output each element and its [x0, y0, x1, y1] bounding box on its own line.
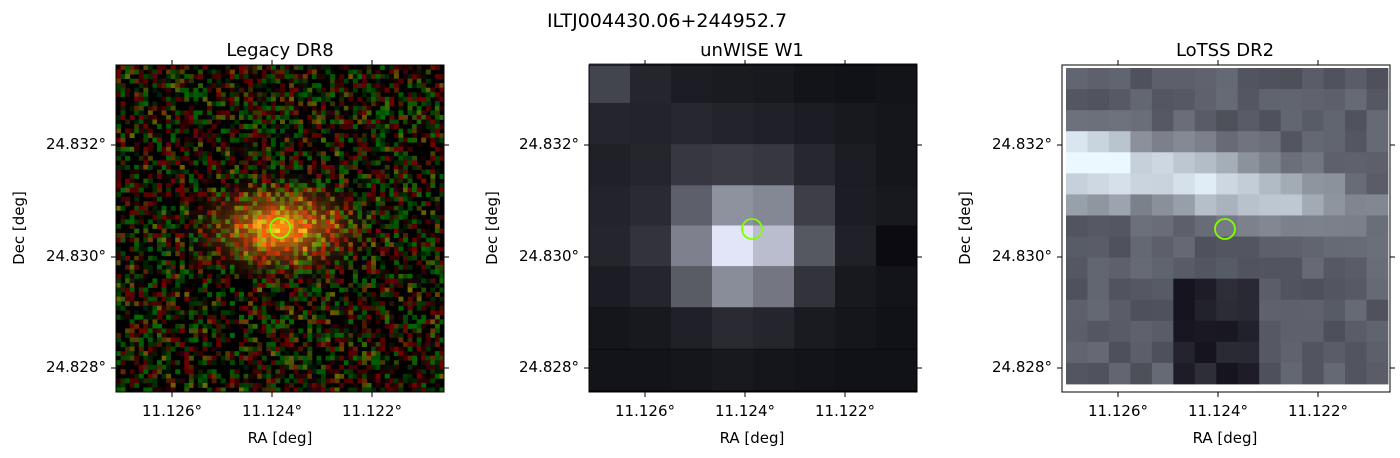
x-tick-label: 11.124°: [242, 402, 302, 420]
x-axis-label: RA [deg]: [248, 429, 313, 447]
panel-legacy-dr8: Legacy DR8 11.126° 11.124° 11.122° 24.83…: [10, 40, 449, 447]
x-tick-label: 11.124°: [715, 402, 775, 420]
y-axis-label: Dec [deg]: [10, 191, 28, 265]
axes-frame: [1061, 64, 1391, 393]
axes-frame: [588, 64, 918, 393]
x-axis-label: RA [deg]: [1193, 429, 1258, 447]
figure-suptitle: ILTJ004430.06+244952.7: [547, 10, 787, 32]
source-marker: [741, 218, 763, 240]
x-tick-label: 11.126°: [615, 402, 675, 420]
x-axis-label: RA [deg]: [720, 429, 785, 447]
x-tick-label: 11.124°: [1188, 402, 1248, 420]
source-marker: [1214, 218, 1236, 240]
y-axis-label: Dec [deg]: [483, 191, 501, 265]
y-tick-label: 24.832°: [992, 135, 1052, 153]
y-tick-label: 24.832°: [519, 135, 579, 153]
x-tick-label: 11.122°: [1288, 402, 1348, 420]
lotss-image: [1066, 68, 1389, 385]
panel-title: LoTSS DR2: [1176, 40, 1274, 61]
y-tick-label: 24.832°: [46, 135, 106, 153]
x-tick-label: 11.122°: [815, 402, 875, 420]
x-tick-label: 11.126°: [1088, 402, 1148, 420]
panel-title: unWISE W1: [700, 40, 804, 61]
panel-lotss-dr2: LoTSS DR2 11.126° 11.124° 11.122° 24.832…: [956, 40, 1395, 447]
y-axis-label: Dec [deg]: [956, 191, 974, 265]
x-tick-label: 11.122°: [342, 402, 402, 420]
legacy-image: [116, 65, 445, 393]
y-tick-label: 24.830°: [519, 247, 579, 265]
y-tick-label: 24.828°: [46, 358, 106, 376]
y-tick-label: 24.830°: [992, 247, 1052, 265]
y-tick-label: 24.830°: [46, 247, 106, 265]
unwise-image: [589, 63, 918, 391]
panel-unwise-w1: unWISE W1 11.126° 11.124° 11.122° 24.832…: [483, 40, 922, 447]
x-tick-label: 11.126°: [142, 402, 202, 420]
panel-title: Legacy DR8: [226, 40, 333, 61]
y-tick-label: 24.828°: [992, 358, 1052, 376]
y-tick-label: 24.828°: [519, 358, 579, 376]
axes-frame: [115, 64, 445, 393]
source-marker: [269, 217, 291, 239]
